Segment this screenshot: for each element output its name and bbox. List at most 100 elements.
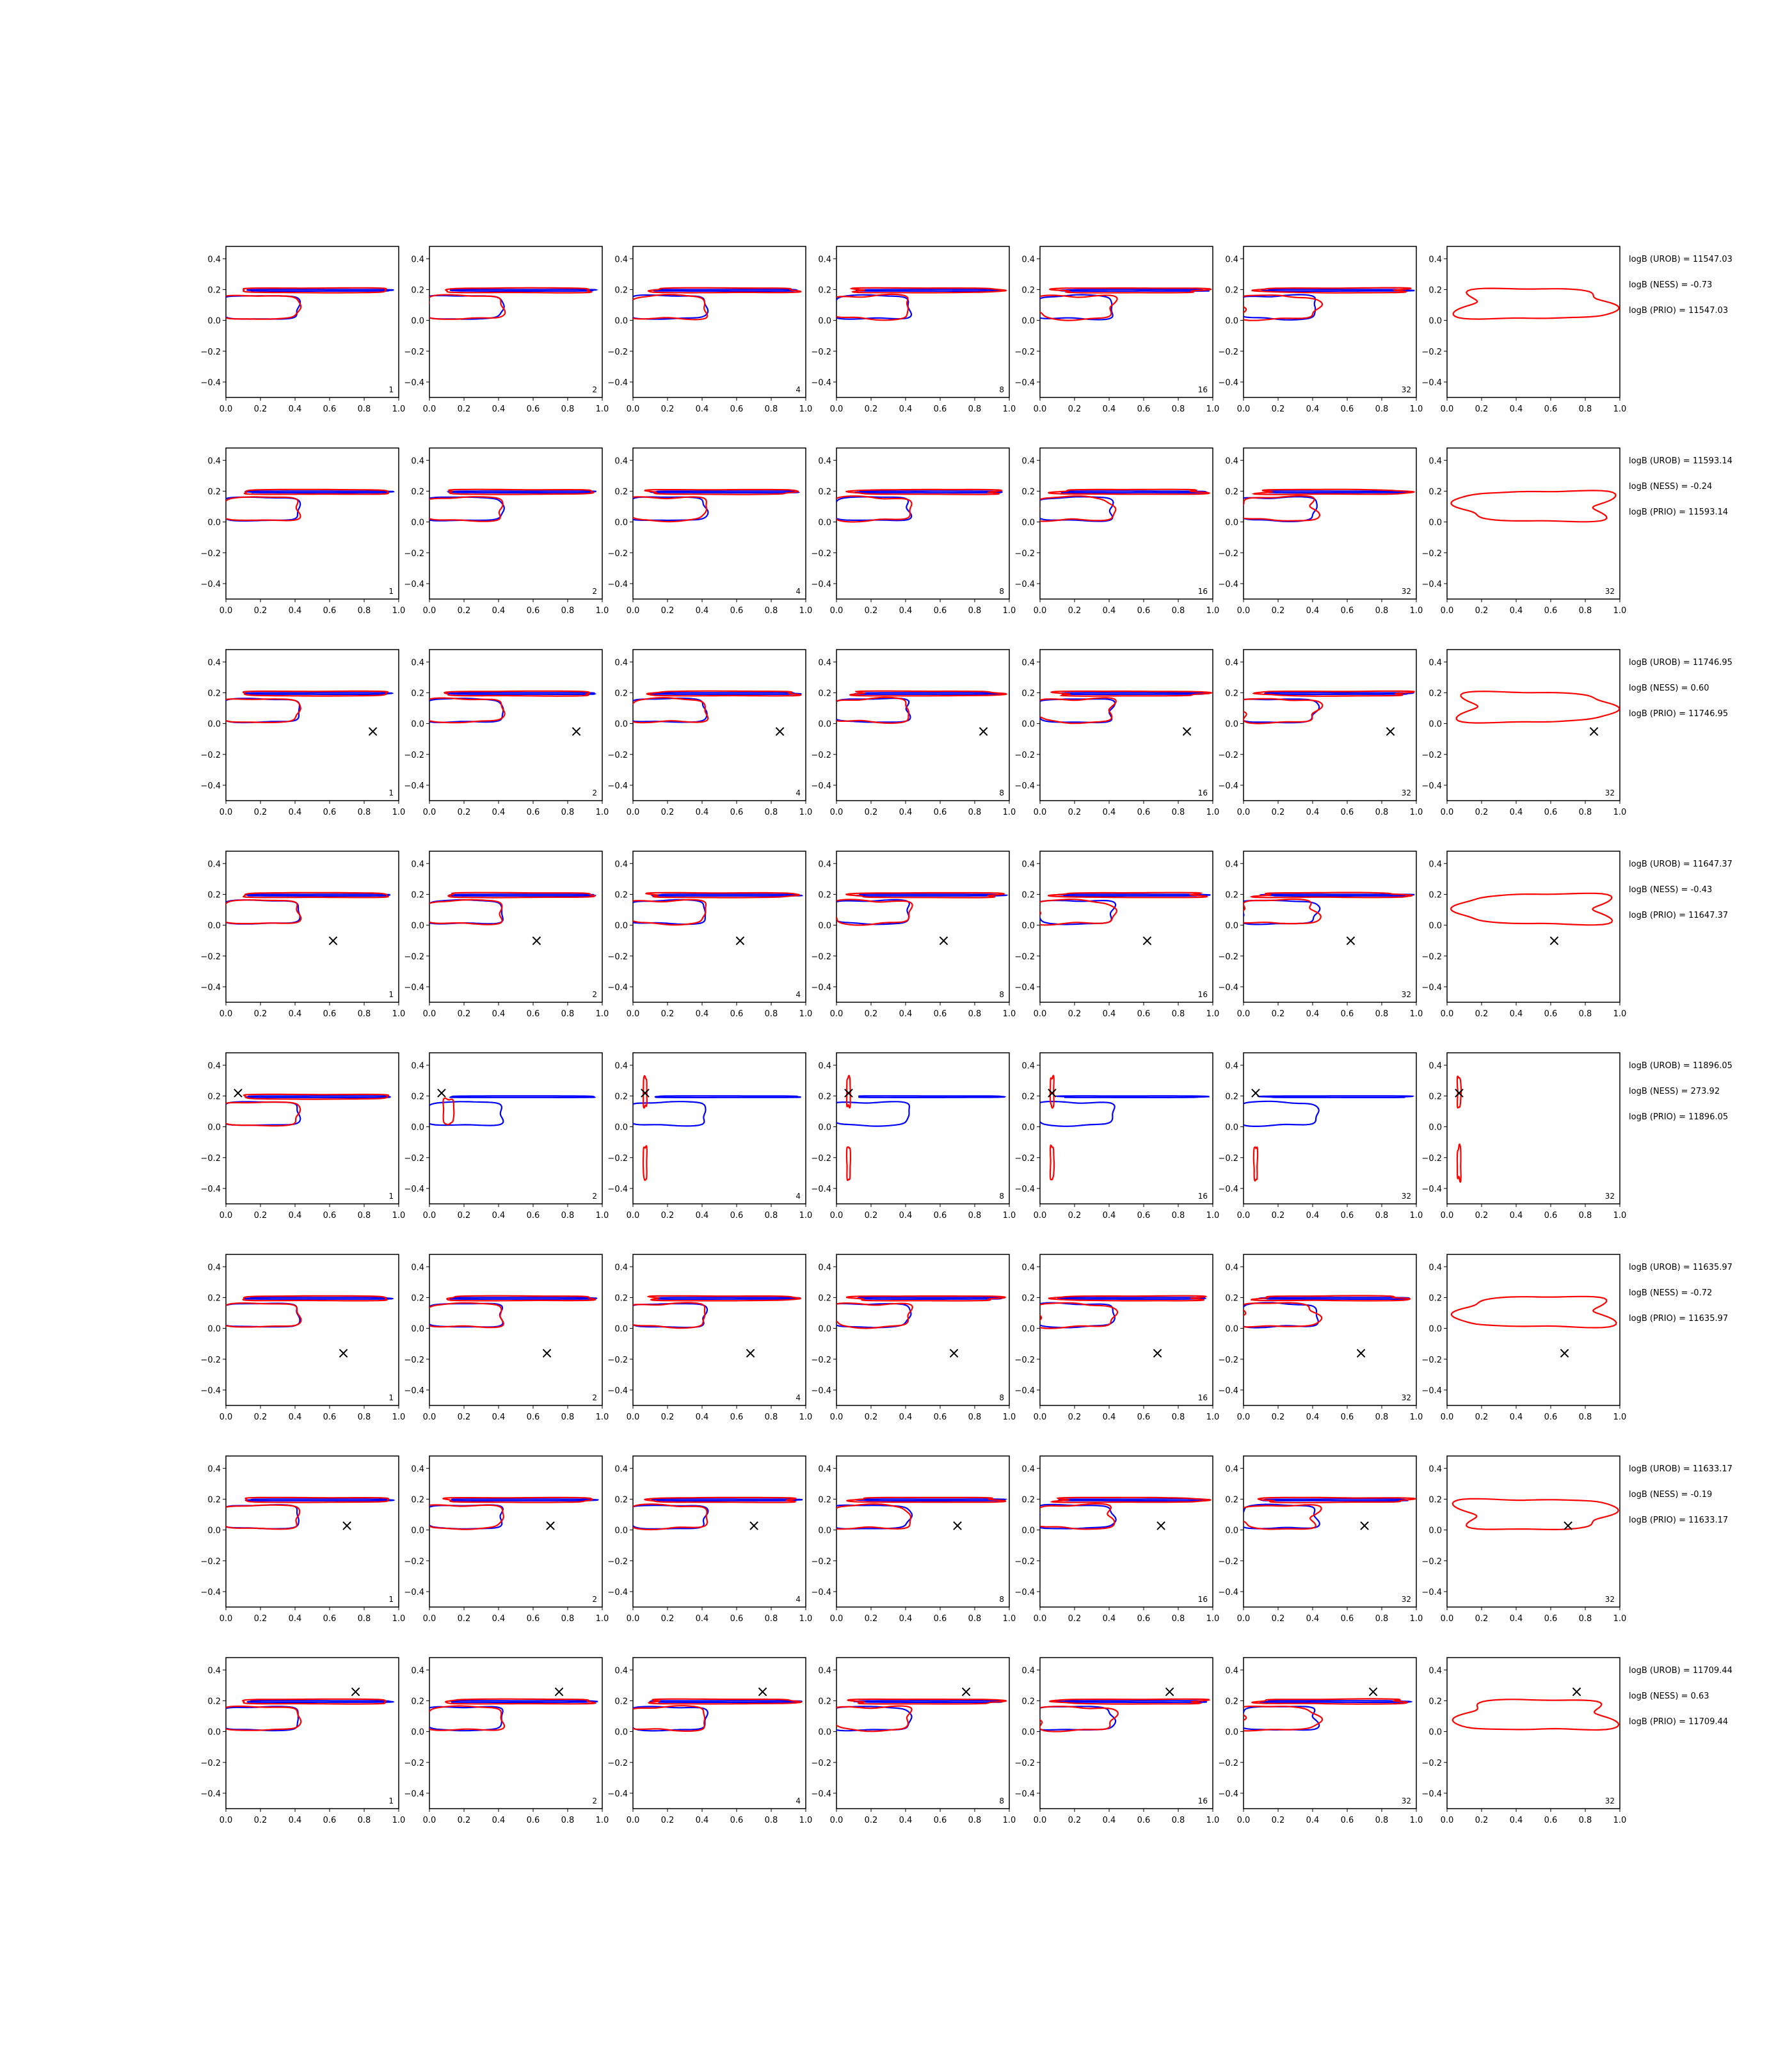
x-tick-label: 0.6 — [1544, 1211, 1558, 1220]
contour-group — [836, 287, 1007, 321]
blue-contour — [429, 1706, 504, 1732]
panel-label: 32 — [1605, 1192, 1615, 1201]
red-contour — [633, 496, 707, 523]
y-tick-label: 0.2 — [207, 689, 221, 698]
y-tick-label: 0.4 — [411, 1061, 424, 1071]
y-tick-label: −0.4 — [607, 1185, 628, 1194]
y-tick-label: 0.0 — [614, 317, 628, 326]
contour-group — [1040, 690, 1212, 724]
x-tick-label: 0.8 — [358, 404, 371, 414]
y-tick-label: 0.2 — [614, 1495, 628, 1505]
red-contour — [429, 496, 504, 522]
blue-contour — [836, 1706, 913, 1732]
contour-group — [1040, 1075, 1210, 1181]
panel-r6-c3: 0.4 0.2 0.0 −0.2 −0.4 0.0 0.2 0.4 0.6 0.8 1.0 × 4 — [607, 1254, 812, 1422]
x-tick-label: 1.0 — [1410, 808, 1423, 817]
x-tick-label: 1.0 — [1003, 1614, 1016, 1624]
y-tick-label: 0.4 — [207, 1464, 221, 1474]
y-tick-label: 0.0 — [207, 1728, 221, 1738]
y-tick-label: 0.2 — [1428, 890, 1442, 900]
x-tick-label: 0.4 — [1306, 1211, 1320, 1220]
panel-r7-c2: 0.4 0.2 0.0 −0.2 −0.4 0.0 0.2 0.4 0.6 0.8 1.0 × 2 — [404, 1455, 609, 1624]
y-tick-label: 0.2 — [1225, 1293, 1238, 1303]
y-tick-label: −0.2 — [811, 751, 831, 760]
y-tick-label: −0.2 — [200, 1759, 221, 1768]
x-tick-label: 1.0 — [392, 1816, 406, 1825]
true-location-marker: × — [1140, 932, 1153, 950]
x-tick-label: 0.4 — [492, 1816, 506, 1825]
panel-label: 2 — [592, 587, 597, 596]
y-tick-label: 0.0 — [818, 1728, 831, 1738]
blue-contour — [836, 1101, 911, 1127]
x-tick-label: 0.4 — [492, 404, 506, 414]
y-tick-label: 0.2 — [1021, 1293, 1035, 1303]
contour-group — [633, 892, 804, 926]
true-location-marker: × — [1355, 1344, 1368, 1362]
logb-annotation: logB (PRIO) = 11633.17 — [1629, 1516, 1728, 1525]
axes-frame — [1446, 851, 1620, 1003]
x-tick-label: 1.0 — [1003, 404, 1016, 414]
blue-contour — [429, 1101, 504, 1126]
x-tick-label: 1.0 — [596, 1412, 609, 1422]
x-tick-label: 0.2 — [1475, 404, 1489, 414]
x-tick-label: 1.0 — [392, 1009, 406, 1019]
true-location-marker: × — [1548, 932, 1560, 950]
panel-label: 4 — [796, 587, 801, 596]
logb-annotation: logB (PRIO) = 11709.44 — [1629, 1717, 1728, 1727]
x-tick-label: 0.0 — [830, 606, 844, 616]
contour-group — [429, 488, 596, 522]
y-tick-label: 0.0 — [411, 1526, 424, 1536]
x-tick-label: 0.2 — [865, 1816, 878, 1825]
red-contour — [846, 1496, 1007, 1503]
contour-group — [226, 1093, 391, 1127]
axes-frame — [632, 246, 806, 398]
y-tick-label: −0.2 — [404, 952, 424, 962]
axes-frame — [1039, 1052, 1213, 1204]
x-tick-label: 0.0 — [627, 1009, 640, 1019]
y-tick-label: 0.0 — [411, 518, 424, 528]
contour-group — [1244, 690, 1416, 724]
x-tick-label: 1.0 — [1206, 1009, 1220, 1019]
true-location-marker: × — [337, 1344, 350, 1362]
blue-contour — [652, 289, 799, 292]
red-contour — [1040, 899, 1117, 926]
x-tick-label: 1.0 — [1206, 1816, 1220, 1825]
blue-contour — [226, 496, 301, 522]
blue-contour — [1244, 496, 1318, 522]
x-tick-label: 0.2 — [458, 1211, 471, 1220]
x-tick-label: 0.0 — [627, 808, 640, 817]
red-contour — [646, 690, 803, 697]
panel-label: 16 — [1198, 385, 1208, 394]
x-tick-label: 0.4 — [289, 404, 302, 414]
y-tick-label: 0.2 — [614, 487, 628, 497]
axes-frame — [1446, 1657, 1620, 1809]
x-tick-label: 1.0 — [392, 1211, 406, 1220]
y-tick-label: −0.4 — [607, 1789, 628, 1799]
y-tick-label: −0.2 — [1014, 1154, 1035, 1164]
blue-contour — [648, 1700, 803, 1703]
x-tick-label: 0.2 — [661, 606, 675, 616]
y-tick-label: 0.2 — [1428, 1495, 1442, 1505]
contour-group — [429, 1496, 600, 1530]
panel-r4-c5: 0.4 0.2 0.0 −0.2 −0.4 0.0 0.2 0.4 0.6 0.8 1.0 × 16 — [1014, 851, 1219, 1019]
x-tick-label: 1.0 — [1613, 606, 1627, 616]
y-tick-label: 0.4 — [614, 456, 628, 466]
x-tick-label: 0.6 — [934, 808, 947, 817]
blue-contour — [1258, 1297, 1411, 1300]
y-tick-label: −0.2 — [607, 1557, 628, 1567]
y-tick-label: 0.2 — [1428, 689, 1442, 698]
x-tick-label: 0.4 — [289, 1614, 302, 1624]
contour-group — [429, 690, 597, 724]
y-tick-label: −0.4 — [607, 781, 628, 791]
panel-r2-c4: 0.4 0.2 0.0 −0.2 −0.4 0.0 0.2 0.4 0.6 0.8 1.0 8 — [811, 447, 1016, 616]
blue-contour — [449, 1095, 596, 1098]
red-contour — [1244, 698, 1324, 724]
true-location-marker: × — [748, 1516, 760, 1534]
blue-contour — [1244, 1503, 1320, 1530]
x-tick-label: 0.0 — [220, 1009, 233, 1019]
y-tick-label: 0.4 — [614, 860, 628, 869]
y-tick-label: 0.2 — [1021, 1697, 1035, 1706]
red-contour — [443, 690, 591, 697]
axes-frame — [1243, 447, 1417, 600]
logb-annotation: logB (PRIO) = 11547.03 — [1629, 306, 1728, 316]
